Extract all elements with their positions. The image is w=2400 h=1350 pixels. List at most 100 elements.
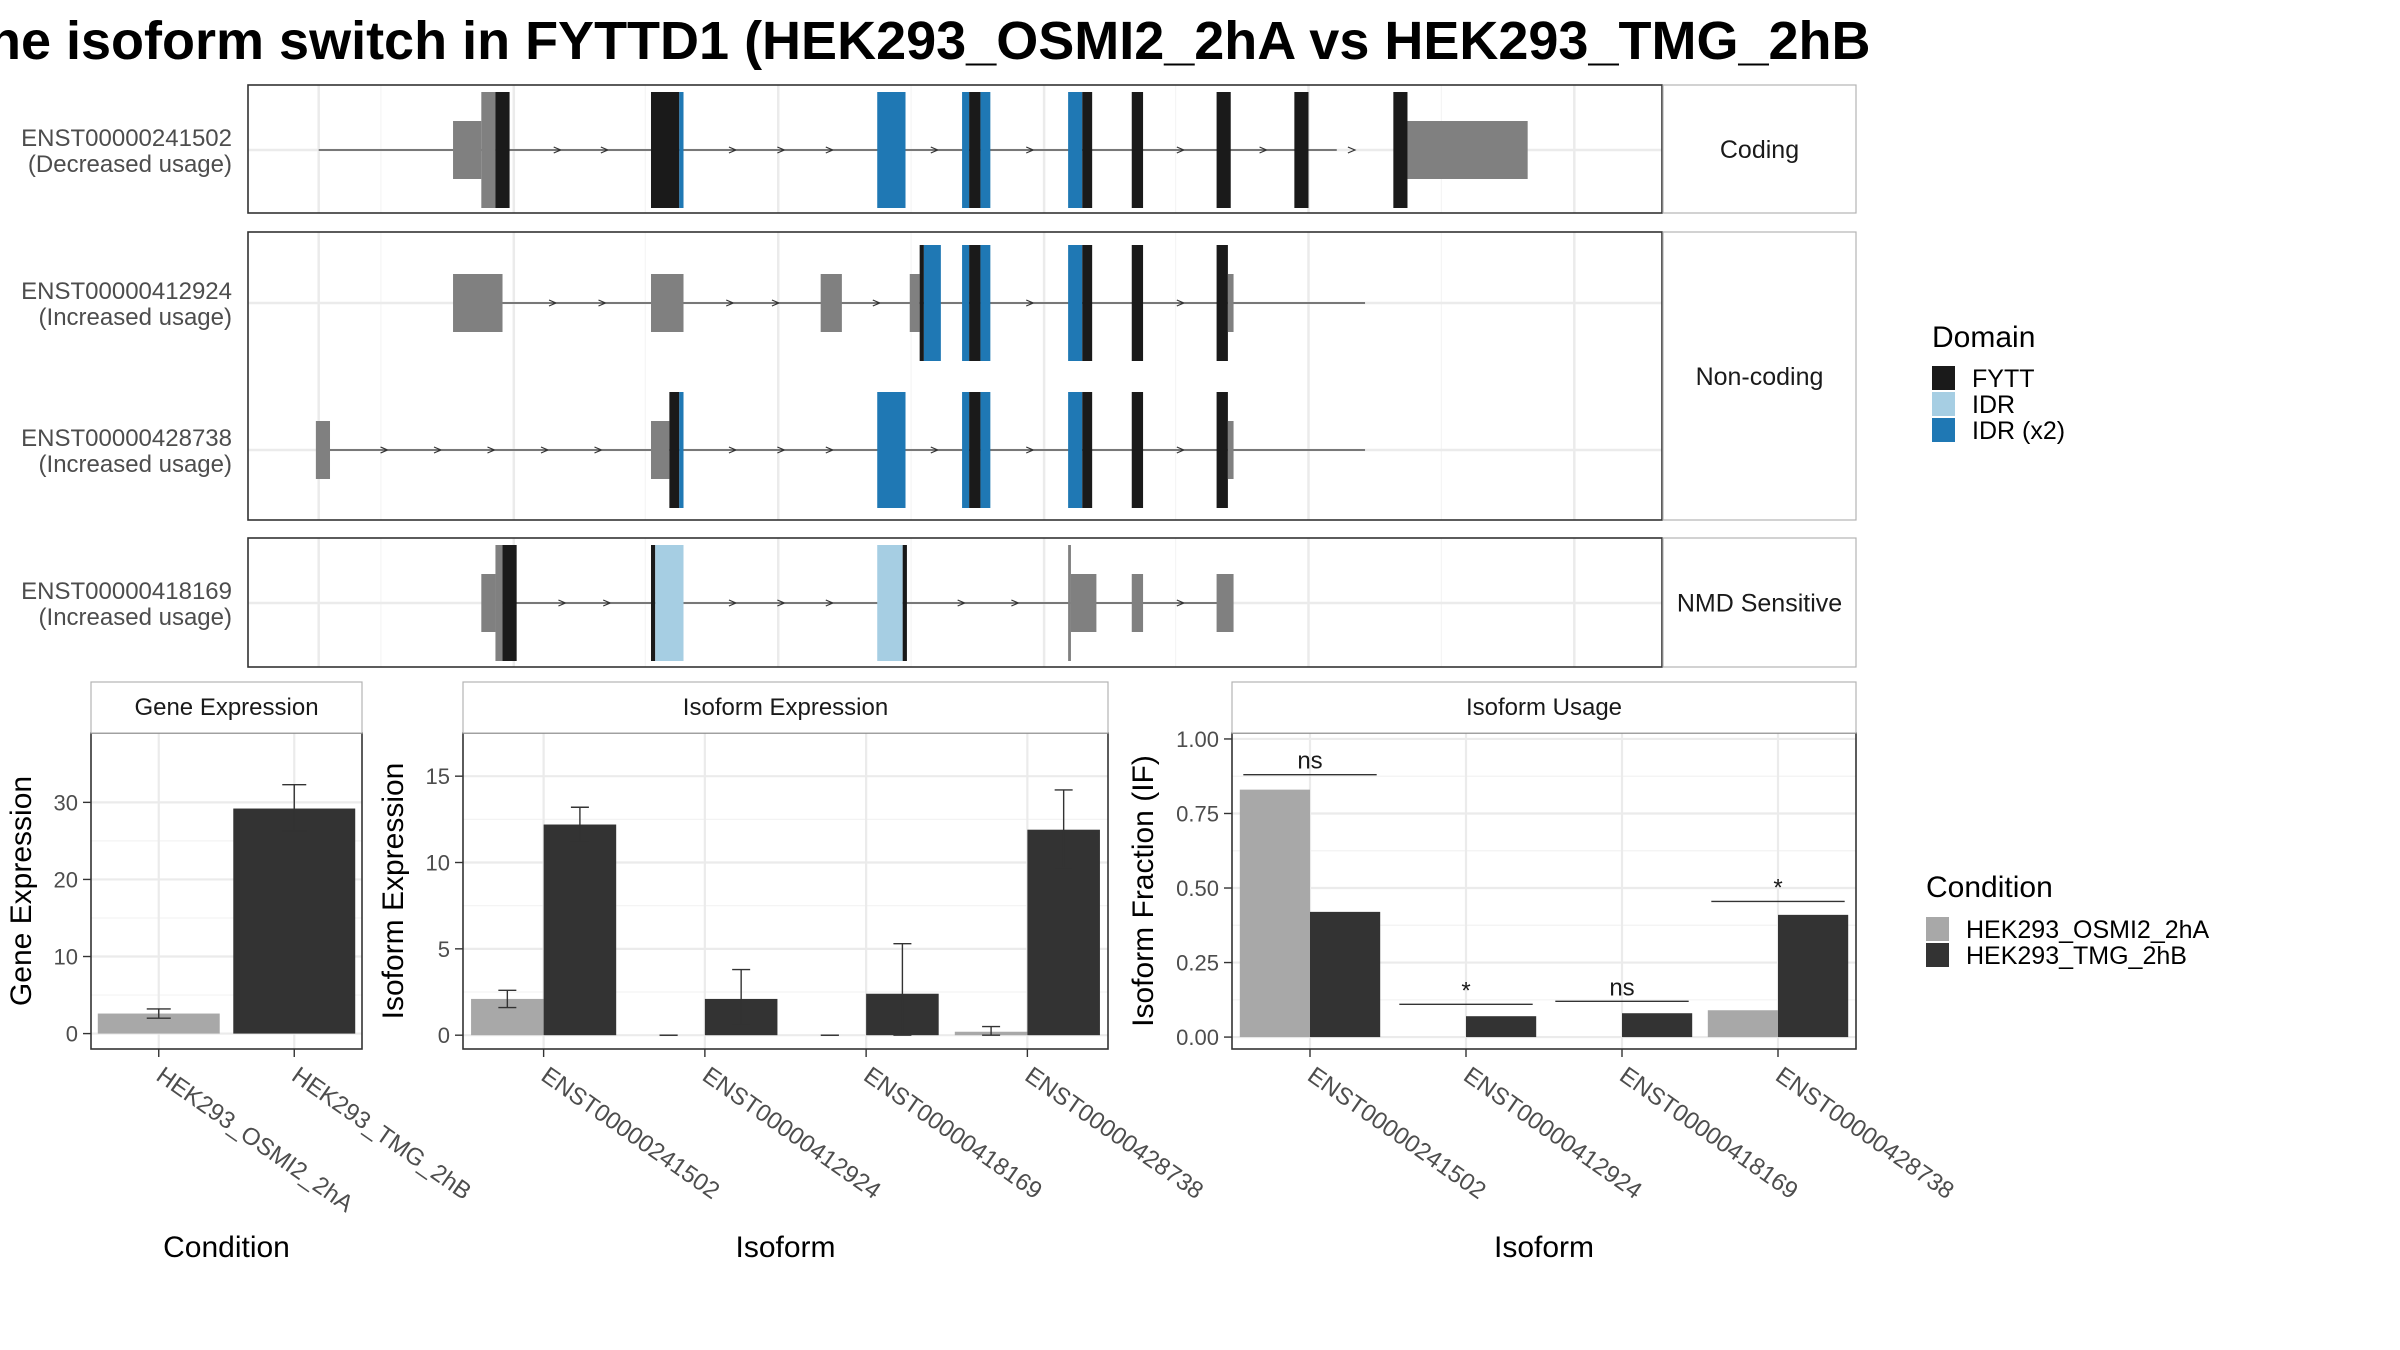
facet-strip-label: Non-coding (1696, 363, 1824, 391)
utr-exon (650, 274, 684, 332)
utr-exon (1131, 574, 1144, 632)
domain-idr (877, 545, 903, 661)
intron-arrow (600, 146, 610, 154)
intron-arrow (594, 446, 604, 454)
intron-arrow (548, 299, 558, 307)
structure-facet-coding: ENST00000241502(Decreased usage) Coding (21, 84, 1857, 214)
domain-fytt (1393, 92, 1408, 208)
domain-fytt (1216, 392, 1228, 508)
intron-arrow (540, 446, 550, 454)
y-axis-label: Isoform Fraction (IF) (1127, 755, 1160, 1027)
intron-arrow (825, 146, 835, 154)
facet-strip (1662, 537, 1857, 668)
intron-arrow (771, 299, 781, 307)
intron-arrow (957, 599, 967, 607)
facet-border (247, 84, 1663, 214)
facet-strip (462, 681, 1109, 734)
y-tick-label: 20 (54, 867, 78, 892)
y-tick-label: 0.50 (1176, 876, 1219, 901)
y-tick-label: 15 (426, 764, 450, 789)
y-tick-label: 10 (426, 851, 450, 876)
domain-fytt (919, 245, 924, 361)
domain-idr-x2- (1068, 92, 1083, 208)
bar-ENST00000241502-HEK293_OSMI2_2hA (1239, 789, 1310, 1038)
usage-label: (Decreased usage) (28, 151, 232, 178)
chart-title: Gene Expression (134, 694, 318, 721)
intron-arrow (1025, 446, 1035, 454)
bar-HEK293_OSMI2_2hA (97, 1013, 220, 1034)
domain-fytt (669, 392, 680, 508)
domain-fytt (969, 92, 981, 208)
legend-swatch (1926, 943, 1949, 967)
domain-idr-x2- (679, 92, 684, 208)
domain-idr-x2- (1068, 245, 1083, 361)
facet-strip (1231, 681, 1857, 734)
domain-fytt (502, 545, 517, 661)
transcript-ENST00000428738: ENST00000428738(Increased usage) (21, 392, 1366, 508)
transcript-structure-panel: ENST00000241502(Decreased usage)CodingEN… (21, 84, 1857, 668)
x-axis-label: Condition (163, 1231, 290, 1264)
intron-arrow (380, 446, 390, 454)
domain-fytt (1216, 92, 1231, 208)
usage-label: (Increased usage) (39, 604, 232, 631)
bar-HEK293_TMG_2hB (233, 808, 356, 1034)
y-tick-label: 0 (66, 1022, 78, 1047)
facet-strip-label: Coding (1720, 136, 1799, 164)
x-tick-label: ENST00000428738 (1020, 1062, 1208, 1205)
y-tick-label: 1.00 (1176, 727, 1219, 752)
legend-label: HEK293_OSMI2_2hA (1966, 916, 2210, 944)
intron-arrow (777, 599, 786, 607)
legend-swatch (1932, 418, 1955, 442)
domain-fytt (1294, 92, 1309, 208)
domain-idr-x2- (962, 92, 970, 208)
transcript-id-label: ENST00000428738 (21, 425, 232, 452)
utr-exon (1227, 274, 1234, 332)
intron-arrow (1176, 299, 1186, 307)
domain-fytt (1216, 245, 1228, 361)
facet-border (247, 537, 1663, 668)
y-tick-label: 10 (54, 945, 78, 970)
domain-fytt (902, 545, 907, 661)
transcript-id-label: ENST00000241502 (21, 125, 232, 152)
intron-arrow (728, 446, 738, 454)
y-tick-label: 0.75 (1176, 801, 1219, 826)
y-tick-label: 5 (438, 937, 450, 962)
facet-border (247, 231, 1663, 521)
significance-label: * (1461, 977, 1470, 1004)
intron-arrow (930, 146, 940, 154)
intron-arrow (1259, 146, 1269, 154)
chart-title: Isoform Expression (683, 694, 888, 721)
domain-fytt (1131, 92, 1144, 208)
domain-fytt (650, 545, 656, 661)
y-tick-label: 0 (438, 1023, 450, 1048)
intron-arrow (433, 446, 443, 454)
y-axis-label: Isoform Expression (377, 763, 410, 1020)
intron-arrow (777, 146, 786, 154)
domain-fytt (1082, 392, 1093, 508)
domain-fytt (1082, 92, 1093, 208)
intron-arrow (1176, 146, 1186, 154)
domain-fytt (969, 392, 981, 508)
intron-arrow (1347, 146, 1357, 154)
chart-title: Isoform Usage (1466, 694, 1622, 721)
facet-strip (90, 681, 363, 734)
transcript-ENST00000418169: ENST00000418169(Increased usage) (21, 545, 1234, 661)
legend-label: FYTT (1972, 365, 2035, 393)
facet-strip-label: NMD Sensitive (1677, 590, 1842, 618)
domain-idr-x2- (679, 392, 684, 508)
domain-idr-x2- (1068, 392, 1083, 508)
legend-swatch (1932, 392, 1955, 416)
utr-exon (453, 121, 482, 179)
intron-arrow (777, 446, 786, 454)
domain-idr-x2- (877, 392, 906, 508)
legend-swatch (1926, 917, 1949, 941)
domain-fytt (495, 92, 510, 208)
transcript-ENST00000241502: ENST00000241502(Decreased usage) (21, 92, 1528, 208)
domain-fytt (650, 92, 680, 208)
intron-arrow (728, 146, 738, 154)
transcript-id-label: ENST00000412924 (21, 278, 232, 305)
